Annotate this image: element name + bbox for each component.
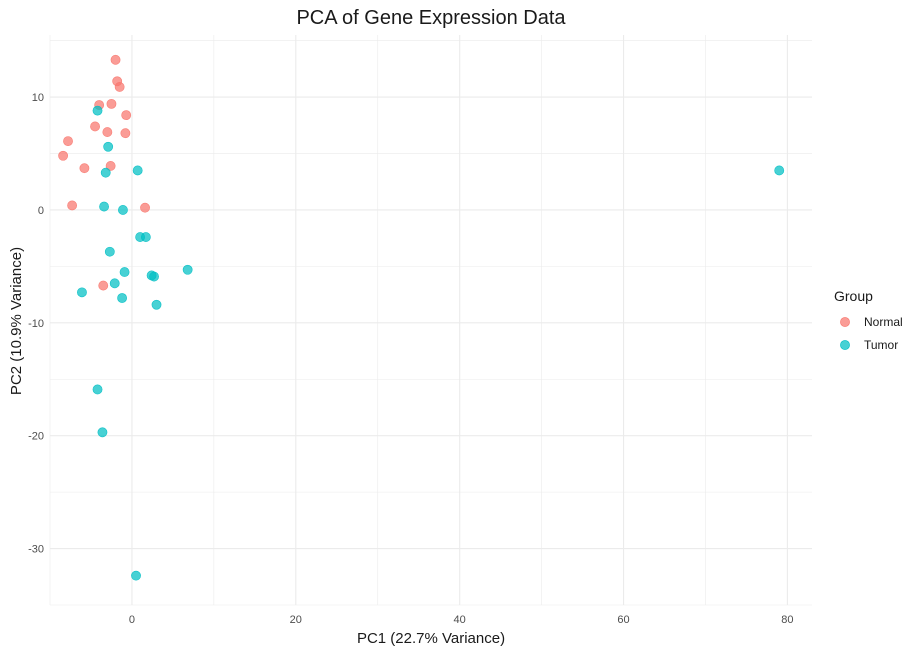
data-point-tumor — [119, 267, 130, 277]
series-tumor — [77, 105, 785, 581]
legend-label-normal: Normal — [864, 315, 903, 329]
data-point-normal — [114, 82, 125, 92]
series-normal — [58, 54, 150, 291]
data-point-tumor — [117, 293, 128, 303]
y-tick-label: -10 — [28, 318, 44, 330]
x-tick-label: 0 — [129, 614, 135, 626]
legend-key-tumor — [840, 340, 850, 350]
data-point-normal — [63, 136, 73, 146]
data-point-tumor — [92, 105, 103, 116]
legend-title: Group — [834, 288, 873, 304]
y-tick-label: 10 — [32, 92, 44, 104]
data-point-tumor — [97, 427, 108, 438]
x-axis-title: PC1 (22.7% Variance) — [357, 630, 505, 647]
y-tick-label: -20 — [28, 431, 44, 443]
data-point-tumor — [118, 205, 128, 215]
data-point-normal — [90, 121, 100, 132]
data-point-normal — [79, 163, 90, 174]
legend-items: Normal Tumor — [840, 315, 903, 352]
data-point-normal — [58, 150, 69, 161]
data-point-tumor — [99, 201, 109, 212]
data-point-tumor — [149, 271, 159, 282]
data-point-tumor — [132, 165, 143, 176]
data-point-tumor — [151, 299, 162, 310]
data-point-normal — [121, 110, 132, 121]
legend-key-normal — [840, 317, 850, 327]
data-point-tumor — [104, 246, 115, 257]
legend: Group Normal Tumor — [834, 288, 903, 352]
data-point-tumor — [77, 287, 87, 298]
tick-labels: 0 20 40 60 80 -30 -20 -10 0 10 — [28, 92, 793, 626]
data-point-normal — [110, 54, 121, 65]
data-point-normal — [140, 202, 150, 213]
y-tick-label: 0 — [38, 205, 44, 217]
data-point-tumor — [774, 165, 785, 176]
x-tick-label: 20 — [290, 614, 302, 626]
data-point-tumor — [131, 570, 141, 581]
data-point-tumor — [140, 232, 151, 242]
data-point-tumor — [92, 384, 103, 395]
y-tick-label: -30 — [28, 544, 44, 556]
data-point-tumor — [103, 141, 114, 152]
data-point-normal — [106, 98, 117, 109]
x-tick-label: 80 — [781, 614, 793, 626]
data-point-tumor — [182, 264, 193, 275]
x-tick-label: 60 — [617, 614, 629, 626]
data-point-tumor — [100, 167, 111, 178]
data-points — [58, 54, 785, 581]
data-point-normal — [98, 280, 109, 291]
grid-lines — [49, 35, 812, 606]
data-point-normal — [102, 127, 113, 137]
data-point-normal — [105, 161, 116, 171]
data-point-tumor — [109, 278, 120, 289]
data-point-normal — [67, 200, 78, 211]
data-point-normal — [120, 128, 131, 139]
x-tick-label: 40 — [454, 614, 466, 626]
legend-label-tumor: Tumor — [864, 338, 898, 352]
y-axis-title: PC2 (10.9% Variance) — [8, 247, 25, 395]
chart-title: PCA of Gene Expression Data — [296, 7, 566, 29]
